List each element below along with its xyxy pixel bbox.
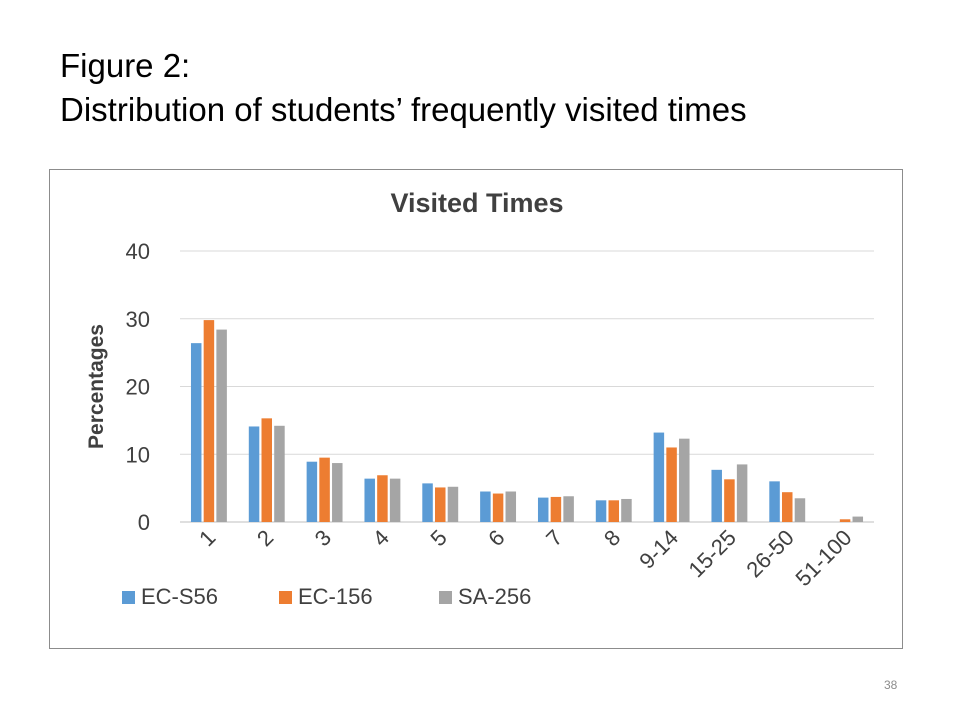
x-tick-label: 8 bbox=[599, 525, 625, 551]
x-tick-label: 3 bbox=[310, 525, 336, 551]
y-tick-label: 30 bbox=[126, 307, 150, 332]
bar-chart: Visited Times 0 10 20 30 40 Percentages 1 2 3 4 5 6 7… bbox=[85, 188, 874, 609]
bar-ec-156 bbox=[666, 447, 677, 522]
bar-ec-s56 bbox=[595, 500, 607, 522]
bar-sa-256 bbox=[505, 491, 517, 522]
x-tick-label: 4 bbox=[368, 525, 394, 551]
chart-frame: Visited Times 0 10 20 30 40 Percentages 1 2 3 4 5 6 7… bbox=[49, 169, 903, 649]
bar-sa-256 bbox=[736, 464, 748, 522]
bar-sa-256 bbox=[332, 463, 343, 522]
legend-label: SA-256 bbox=[458, 584, 531, 609]
y-tick-label: 0 bbox=[138, 510, 150, 535]
bar-ec-s56 bbox=[711, 469, 722, 522]
x-tick-label: 51-100 bbox=[790, 525, 856, 591]
y-tick-label: 10 bbox=[126, 442, 150, 467]
bar-ec-s56 bbox=[480, 491, 491, 522]
legend-swatch-ec-156 bbox=[279, 591, 292, 604]
slide-title: Figure 2: Distribution of students’ freq… bbox=[60, 44, 747, 132]
bar-ec-156 bbox=[839, 519, 851, 522]
legend-label: EC-S56 bbox=[141, 584, 218, 609]
bar-sa-256 bbox=[447, 486, 459, 522]
x-tick-label: 9-14 bbox=[634, 525, 683, 574]
bar-sa-256 bbox=[389, 478, 401, 522]
bar-ec-156 bbox=[377, 475, 388, 522]
bar-ec-156 bbox=[724, 479, 735, 522]
bar-ec-156 bbox=[782, 492, 793, 522]
slide-number: 38 bbox=[884, 678, 898, 692]
bar-sa-256 bbox=[852, 516, 864, 522]
bar-ec-s56 bbox=[364, 478, 375, 522]
bar-ec-s56 bbox=[769, 481, 780, 522]
chart-title: Visited Times bbox=[390, 188, 563, 218]
bar-ec-s56 bbox=[248, 426, 260, 522]
x-tick-label: 1 bbox=[194, 525, 220, 551]
bar-sa-256 bbox=[563, 496, 574, 522]
legend-swatch-ec-s56 bbox=[122, 591, 135, 604]
y-tick-label: 20 bbox=[126, 375, 150, 400]
bar-ec-s56 bbox=[190, 343, 202, 522]
bar-ec-s56 bbox=[653, 432, 665, 522]
bar-ec-156 bbox=[608, 500, 619, 522]
y-tick-label: 40 bbox=[126, 239, 150, 264]
bar-sa-256 bbox=[216, 329, 227, 522]
x-tick-label: 6 bbox=[483, 525, 509, 551]
y-axis-label: Percentages bbox=[85, 324, 108, 449]
bar-sa-256 bbox=[794, 498, 806, 522]
bar-ec-156 bbox=[261, 418, 272, 522]
bar-ec-156 bbox=[203, 320, 215, 522]
bar-ec-s56 bbox=[422, 483, 433, 522]
slide-title-line-2: Distribution of students’ frequently vis… bbox=[60, 91, 747, 128]
bar-ec-156 bbox=[319, 457, 330, 522]
bar-ec-156 bbox=[550, 496, 562, 522]
x-tick-label: 2 bbox=[252, 525, 278, 551]
bar-ec-s56 bbox=[537, 497, 549, 522]
x-tick-label: 15-25 bbox=[683, 525, 740, 582]
legend-label: EC-156 bbox=[298, 584, 373, 609]
bar-sa-256 bbox=[621, 498, 632, 522]
bar-sa-256 bbox=[274, 425, 285, 522]
bar-sa-256 bbox=[679, 438, 690, 522]
bar-ec-s56 bbox=[306, 461, 318, 522]
bar-ec-156 bbox=[492, 493, 504, 522]
x-tick-label: 7 bbox=[541, 525, 567, 551]
bar-ec-156 bbox=[435, 487, 446, 522]
x-tick-label: 5 bbox=[425, 525, 451, 551]
slide-title-line-1: Figure 2: bbox=[60, 47, 191, 84]
legend-swatch-sa-256 bbox=[439, 591, 452, 604]
